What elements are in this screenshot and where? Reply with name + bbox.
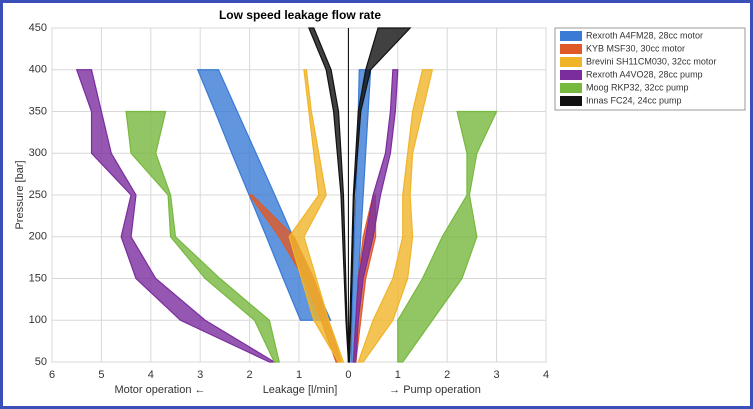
leakage-band (125, 110, 280, 363)
legend-swatch (560, 44, 582, 54)
y-tick-label: 250 (29, 189, 47, 201)
legend-label: Innas FC24, 24cc pump (586, 95, 682, 105)
legend-label: Rexroth A4FM28, 28cc motor (586, 30, 703, 40)
x-axis-label-right: → Pump operation (389, 384, 481, 396)
x-tick-label: 1 (395, 369, 401, 381)
x-tick-label: 3 (197, 369, 203, 381)
x-tick-label: 1 (296, 369, 302, 381)
legend-swatch (560, 70, 582, 80)
y-tick-label: 350 (29, 105, 47, 117)
legend-label: Rexroth A4VO28, 28cc pump (586, 69, 703, 79)
x-tick-label: 2 (444, 369, 450, 381)
legend-label: Moog RKP32, 32cc pump (586, 82, 689, 92)
legend-label: KYB MSF30, 30cc motor (586, 43, 685, 53)
legend-swatch (560, 31, 582, 41)
legend-label: Brevini SH11CM030, 32cc motor (586, 56, 716, 66)
chart-title: Low speed leakage flow rate (219, 8, 381, 22)
legend-swatch (560, 57, 582, 67)
y-tick-label: 100 (29, 314, 47, 326)
x-tick-label: 5 (98, 369, 104, 381)
x-tick-label: 6 (49, 369, 55, 381)
x-axis-label: Leakage [l/min] (263, 384, 338, 396)
x-tick-label: 4 (148, 369, 154, 381)
y-tick-label: 200 (29, 231, 47, 243)
leakage-band (397, 110, 498, 363)
leakage-band (307, 27, 349, 363)
y-tick-label: 50 (35, 356, 47, 368)
legend (554, 27, 746, 111)
leakage-band (347, 27, 412, 363)
x-axis-label-left: Motor operation ← (114, 384, 205, 396)
legend-swatch (560, 96, 582, 106)
leakage-band (288, 69, 345, 363)
leakage-band (352, 69, 399, 363)
x-tick-label: 4 (543, 369, 549, 381)
x-tick-label: 2 (247, 369, 253, 381)
x-tick-label: 0 (345, 369, 351, 381)
leakage-band (75, 69, 277, 363)
y-tick-label: 150 (29, 272, 47, 284)
y-axis-label: Pressure [bar] (14, 160, 26, 229)
y-tick-label: 400 (29, 64, 47, 76)
y-tick-label: 300 (29, 147, 47, 159)
legend-swatch (560, 83, 582, 93)
x-tick-label: 3 (494, 369, 500, 381)
leakage-band (357, 69, 434, 363)
y-tick-label: 450 (29, 22, 47, 34)
